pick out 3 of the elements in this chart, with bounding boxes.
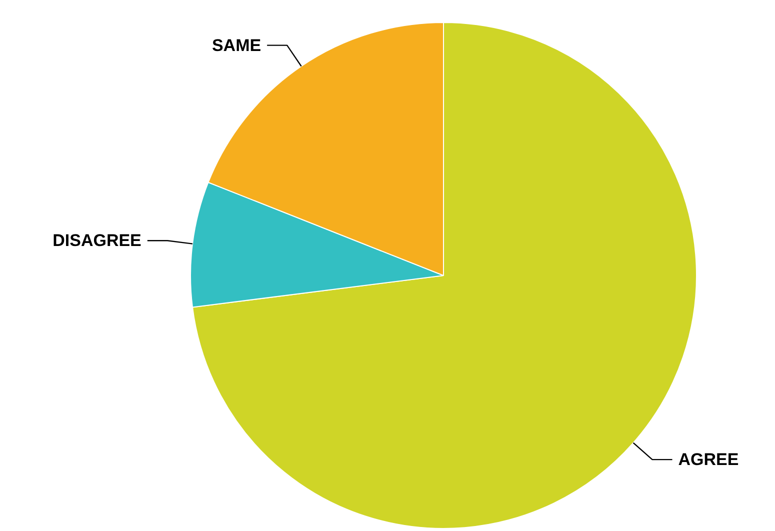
slice-label: DISAGREE [52,231,142,250]
slice-label: SAME [212,36,262,55]
slice-label: AGREE [678,450,739,470]
